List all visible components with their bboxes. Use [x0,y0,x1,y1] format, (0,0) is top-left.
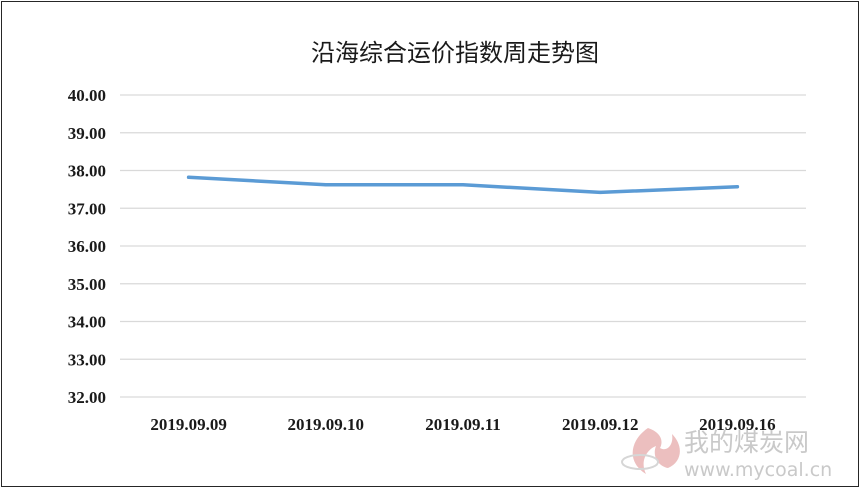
data-point [735,185,740,189]
y-tick-label: 34.00 [68,313,106,332]
y-tick-label: 40.00 [68,86,106,105]
x-tick-label: 2019.09.16 [699,415,776,434]
y-tick-label: 39.00 [68,124,106,143]
data-point [598,190,602,194]
y-tick-label: 33.00 [68,350,106,369]
x-tick-label: 2019.09.11 [425,415,501,434]
x-tick-label: 2019.09.09 [150,415,227,434]
y-tick-label: 37.00 [68,199,106,218]
x-axis-ticks: 2019.09.09 2019.09.10 2019.09.11 2019.09.12… [150,415,775,434]
chart-title: 沿海综合运价指数周走势图 [311,39,599,67]
watermark-cn: 我的煤炭网 [684,428,809,457]
data-point [187,175,191,179]
data-point [324,183,328,187]
y-tick-label: 35.00 [68,275,106,294]
gridlines [120,94,806,398]
data-point [461,183,465,187]
series-layer [186,175,740,195]
y-tick-label: 36.00 [68,237,106,256]
x-tick-label: 2019.09.12 [562,415,639,434]
y-tick-label: 32.00 [68,388,106,407]
x-tick-label: 2019.09.10 [288,415,365,434]
watermark-en: www.mycoal.cn [684,459,832,481]
y-tick-label: 38.00 [68,162,106,181]
watermark: 我的煤炭网 www.mycoal.cn [621,428,832,481]
y-axis-ticks: 32.00 33.00 34.00 35.00 36.00 37.00 38.00 39.00… [68,86,106,407]
flame-logo-icon [621,428,680,474]
